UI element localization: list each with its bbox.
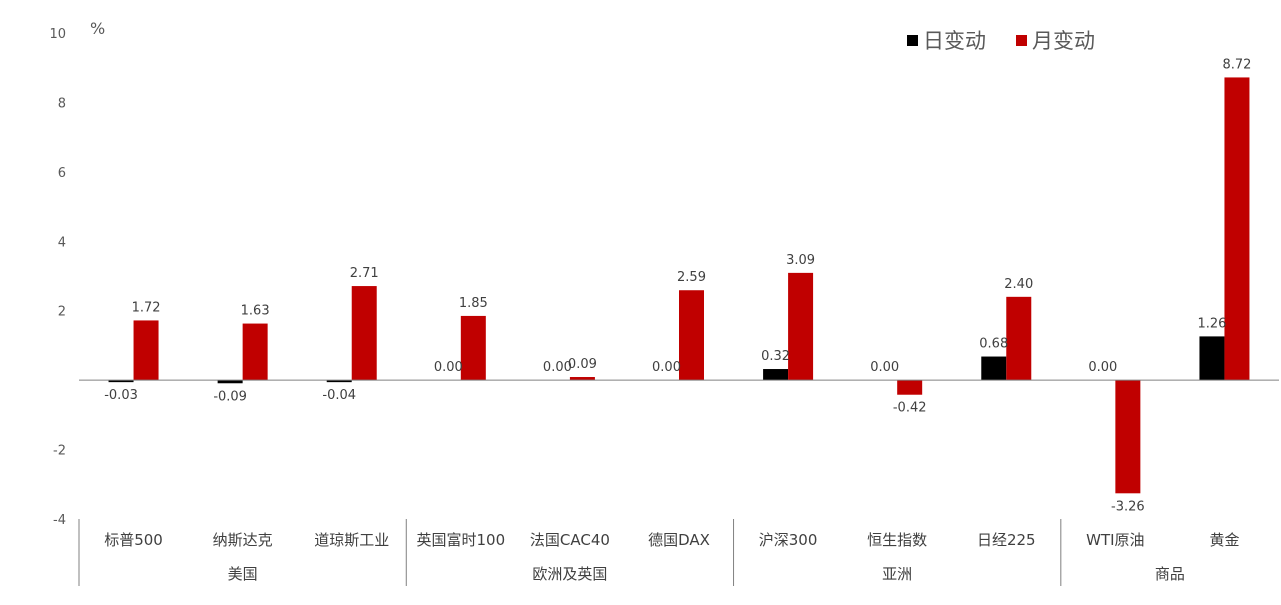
data-label: 1.63 — [241, 304, 270, 319]
bar — [108, 380, 134, 383]
group-label: 亚洲 — [882, 565, 912, 583]
legend-label: 日变动 — [923, 29, 986, 53]
category-label: 道琼斯工业 — [314, 531, 389, 549]
category-label: 法国CAC40 — [530, 531, 610, 549]
group-label: 欧洲及英国 — [532, 565, 607, 583]
bar — [1115, 380, 1141, 494]
category-label: 英国富时100 — [416, 531, 505, 549]
bar — [1199, 336, 1225, 381]
data-label: -0.09 — [213, 389, 247, 404]
bar — [133, 320, 159, 381]
y-tick-label: 10 — [49, 27, 66, 42]
data-label: 0.00 — [870, 360, 899, 375]
bar — [326, 380, 352, 383]
y-tick-label: 6 — [58, 166, 66, 181]
bar — [569, 377, 595, 381]
y-tick-label: -4 — [53, 513, 66, 528]
data-label: 0.68 — [979, 337, 1008, 352]
legend: 日变动 月变动 — [907, 29, 1095, 53]
category-label: 德国DAX — [648, 531, 710, 549]
bar — [460, 315, 486, 381]
data-label: 0.00 — [434, 360, 463, 375]
data-label: -0.42 — [893, 401, 927, 416]
bar — [242, 323, 268, 381]
legend-label: 月变动 — [1032, 29, 1095, 53]
bar — [897, 380, 923, 395]
y-tick-label: 2 — [58, 305, 66, 320]
bars — [108, 77, 1250, 494]
y-axis: -4 -2 2 4 6 8 10 — [49, 27, 66, 528]
category-label: 纳斯达克 — [213, 531, 273, 549]
data-label: 0.09 — [568, 357, 597, 372]
data-label: 1.72 — [132, 300, 161, 315]
data-label: 3.09 — [786, 253, 815, 268]
category-label: 黄金 — [1209, 531, 1239, 549]
data-label: -0.04 — [322, 388, 356, 403]
bar — [217, 380, 243, 384]
data-label: 8.72 — [1222, 57, 1251, 72]
bar — [351, 286, 377, 381]
data-label: 0.00 — [1088, 360, 1117, 375]
legend-swatch — [907, 35, 918, 46]
data-label: 1.26 — [1197, 316, 1226, 331]
category-label: 沪深300 — [759, 531, 818, 549]
legend-swatch — [1016, 35, 1027, 46]
bar — [981, 356, 1007, 381]
bar — [1006, 296, 1032, 381]
data-labels: -0.03 -0.09 -0.04 0.00 0.00 0.00 0.32 0.00 0.68 0… — [104, 57, 1251, 514]
category-label: 标普500 — [104, 531, 163, 549]
data-label: 0.32 — [761, 349, 790, 364]
bar — [1224, 77, 1250, 381]
data-label: 2.40 — [1004, 277, 1033, 292]
data-label: 0.00 — [543, 360, 572, 375]
bar — [763, 369, 789, 381]
y-tick-label: -2 — [53, 444, 66, 459]
group-label: 商品 — [1155, 565, 1185, 583]
category-label: WTI原油 — [1086, 531, 1144, 549]
bar — [679, 290, 704, 381]
category-axis: 标普500 纳斯达克 道琼斯工业 英国富时100 法国CAC40 德国DAX 沪深300 恒生… — [78, 519, 1239, 586]
bar — [788, 272, 814, 381]
data-label: -3.26 — [1111, 499, 1145, 514]
data-label: 2.71 — [350, 266, 379, 281]
category-label: 日经225 — [977, 531, 1036, 549]
data-label: 1.85 — [459, 296, 488, 311]
y-tick-label: 8 — [58, 96, 66, 111]
group-label: 美国 — [228, 565, 258, 583]
data-label: 2.59 — [677, 270, 706, 285]
y-tick-label: 4 — [58, 235, 66, 250]
category-label: 恒生指数 — [867, 531, 927, 549]
data-label: -0.03 — [104, 388, 138, 403]
y-unit-label: % — [90, 19, 105, 38]
data-label: 0.00 — [652, 360, 681, 375]
